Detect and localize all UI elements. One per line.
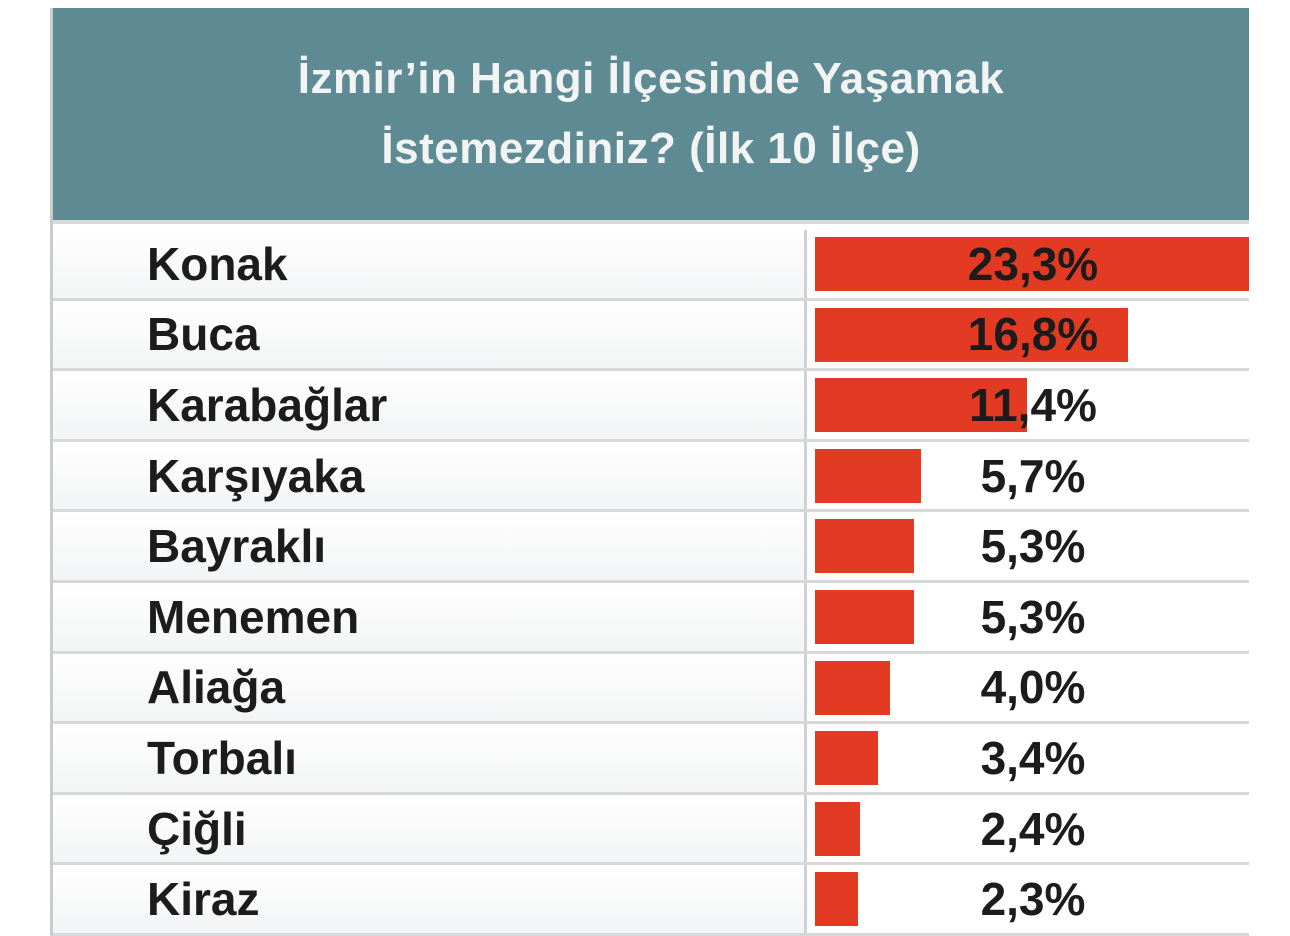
- category-cell: Çiğli: [53, 794, 807, 863]
- bar: [815, 378, 1027, 433]
- category-cell: Torbalı: [53, 724, 807, 792]
- bar: [815, 589, 914, 644]
- bar: [815, 872, 858, 927]
- chart-row: Bayraklı 5,3%: [53, 512, 1249, 583]
- chart-row: Konak 23,3%: [53, 230, 1249, 301]
- bar: [815, 731, 878, 786]
- category-label: Torbalı: [147, 731, 297, 784]
- chart-header: İzmir’in Hangi İlçesinde Yaşamak İstemez…: [53, 8, 1249, 224]
- value-label: 2,4%: [980, 802, 1086, 855]
- chart-row: Aliağa 4,0%: [53, 653, 1249, 725]
- value-label: 23,3%: [967, 237, 1099, 290]
- category-label: Aliağa: [147, 661, 286, 714]
- chart-row: Karşıyaka 5,7%: [53, 441, 1249, 513]
- category-label: Bayraklı: [147, 520, 327, 573]
- category-cell: Karşıyaka: [53, 441, 807, 510]
- chart-rows: Konak 23,3% Buca 16,8% Karabağlar 11,4% Karşıy…: [53, 230, 1249, 936]
- value-label: 5,3%: [980, 520, 1086, 573]
- value-label: 2,3%: [980, 873, 1086, 926]
- value-label: 16,8%: [967, 308, 1099, 361]
- category-label: Kiraz: [147, 873, 260, 926]
- category-cell: Aliağa: [53, 653, 807, 722]
- chart-row: Torbalı 3,4%: [53, 724, 1249, 795]
- chart-row: Çiğli 2,4%: [53, 794, 1249, 866]
- chart-title-line-1: İzmir’in Hangi İlçesinde Yaşamak: [297, 54, 1005, 103]
- bar: [815, 660, 890, 715]
- bar: [815, 307, 1128, 362]
- category-label: Buca: [147, 308, 260, 361]
- value-label: 5,7%: [980, 449, 1086, 502]
- bar: [815, 801, 860, 856]
- category-cell: Menemen: [53, 582, 807, 651]
- chart-row: Buca 16,8%: [53, 300, 1249, 372]
- category-label: Karşıyaka: [147, 449, 365, 502]
- category-label: Konak: [147, 237, 288, 290]
- value-label: 11,4%: [969, 378, 1097, 431]
- category-cell: Bayraklı: [53, 512, 807, 580]
- chart-row: Menemen 5,3%: [53, 582, 1249, 654]
- chart-row: Karabağlar 11,4%: [53, 371, 1249, 442]
- category-label: Karabağlar: [147, 378, 388, 431]
- value-label: 5,3%: [980, 590, 1086, 643]
- chart-row: Kiraz 2,3%: [53, 865, 1249, 936]
- value-label: 4,0%: [980, 661, 1086, 714]
- category-label: Çiğli: [147, 802, 247, 855]
- bar: [815, 448, 921, 503]
- chart-title-line-2: İstemezdiniz? (İlk 10 İlçe): [381, 124, 921, 173]
- category-cell: Buca: [53, 300, 807, 369]
- bar: [815, 519, 914, 574]
- category-label: Menemen: [147, 590, 360, 643]
- category-cell: Karabağlar: [53, 371, 807, 439]
- category-cell: Konak: [53, 230, 807, 298]
- bar: [815, 237, 1249, 291]
- chart-card: İzmir’in Hangi İlçesinde Yaşamak İstemez…: [50, 8, 1249, 936]
- value-label: 3,4%: [980, 731, 1086, 784]
- category-cell: Kiraz: [53, 865, 807, 933]
